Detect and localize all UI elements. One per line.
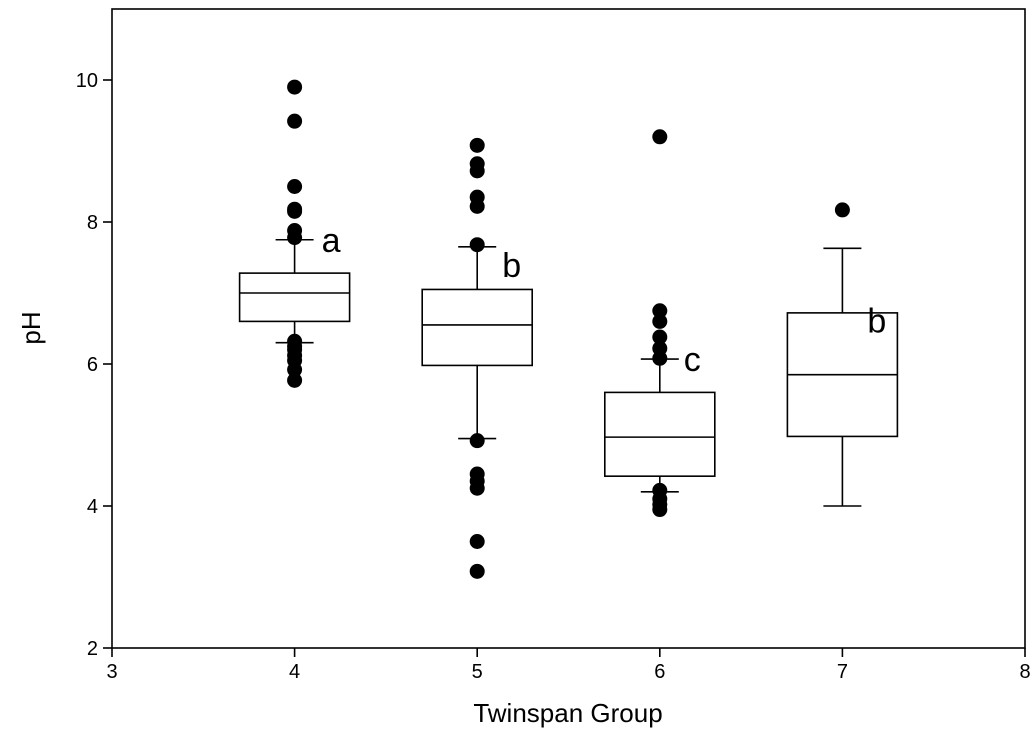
outlier-point bbox=[834, 202, 850, 218]
outlier-point bbox=[287, 230, 303, 246]
plot-frame bbox=[111, 8, 1026, 649]
x-tick-label: 7 bbox=[837, 661, 848, 683]
outlier-point bbox=[287, 113, 303, 129]
y-tick-label: 8 bbox=[87, 212, 98, 234]
box-group-4 bbox=[238, 79, 351, 388]
outlier-point bbox=[469, 137, 485, 153]
box-iqr bbox=[421, 288, 534, 367]
y-tick-label: 10 bbox=[76, 70, 98, 92]
x-tick-label: 5 bbox=[472, 661, 483, 683]
outlier-point bbox=[287, 203, 303, 219]
outlier-point bbox=[652, 502, 668, 518]
x-tick-label: 6 bbox=[654, 661, 665, 683]
outlier-point bbox=[469, 563, 485, 579]
outlier-point bbox=[652, 329, 668, 345]
outlier-point bbox=[652, 303, 668, 319]
outlier-point bbox=[469, 237, 485, 253]
axes: 3 4 5 6 7 8 2 4 6 8 10 bbox=[76, 8, 1031, 683]
y-tick-label: 4 bbox=[87, 496, 98, 518]
x-tick-label: 4 bbox=[289, 661, 300, 683]
x-axis-label: Twinspan Group bbox=[473, 698, 662, 728]
box-iqr bbox=[238, 272, 351, 323]
box-group-5 bbox=[421, 137, 534, 579]
significance-letter: a bbox=[322, 222, 341, 260]
outlier-point bbox=[469, 163, 485, 179]
outlier-point bbox=[469, 480, 485, 496]
significance-letter: c bbox=[684, 341, 701, 379]
significance-letter: b bbox=[502, 247, 521, 285]
outlier-point bbox=[469, 198, 485, 214]
y-axis-label: pH bbox=[16, 311, 46, 344]
significance-letter: b bbox=[867, 302, 886, 340]
outlier-point bbox=[287, 179, 303, 194]
box-group-7 bbox=[786, 202, 899, 507]
outlier-point bbox=[652, 313, 668, 329]
y-tick-label: 6 bbox=[87, 354, 98, 376]
plot-area: a b c b bbox=[238, 79, 899, 579]
outlier-point bbox=[652, 129, 668, 145]
x-tick-label: 8 bbox=[1019, 661, 1030, 683]
outlier-point bbox=[287, 362, 303, 378]
outlier-point bbox=[287, 372, 303, 388]
box-group-6 bbox=[603, 129, 716, 518]
outlier-point bbox=[287, 79, 303, 95]
y-tick-label: 2 bbox=[87, 638, 98, 660]
box-iqr bbox=[603, 391, 716, 477]
outlier-point bbox=[469, 534, 485, 549]
outlier-point bbox=[652, 350, 668, 366]
x-tick-label: 3 bbox=[106, 661, 117, 683]
outlier-point bbox=[469, 433, 485, 449]
